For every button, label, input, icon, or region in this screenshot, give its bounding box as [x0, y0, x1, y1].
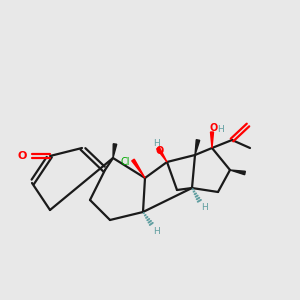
Polygon shape — [230, 170, 245, 175]
Text: H: H — [202, 203, 208, 212]
Polygon shape — [195, 140, 200, 155]
Text: O: O — [156, 146, 164, 156]
Text: H: H — [217, 125, 224, 134]
Polygon shape — [132, 159, 145, 178]
Text: H: H — [154, 226, 160, 236]
Polygon shape — [211, 132, 214, 148]
Text: O: O — [210, 123, 218, 133]
Text: H: H — [153, 140, 159, 148]
Text: O: O — [18, 151, 27, 161]
Polygon shape — [157, 147, 167, 162]
Polygon shape — [113, 144, 117, 158]
Text: Cl: Cl — [120, 157, 130, 167]
